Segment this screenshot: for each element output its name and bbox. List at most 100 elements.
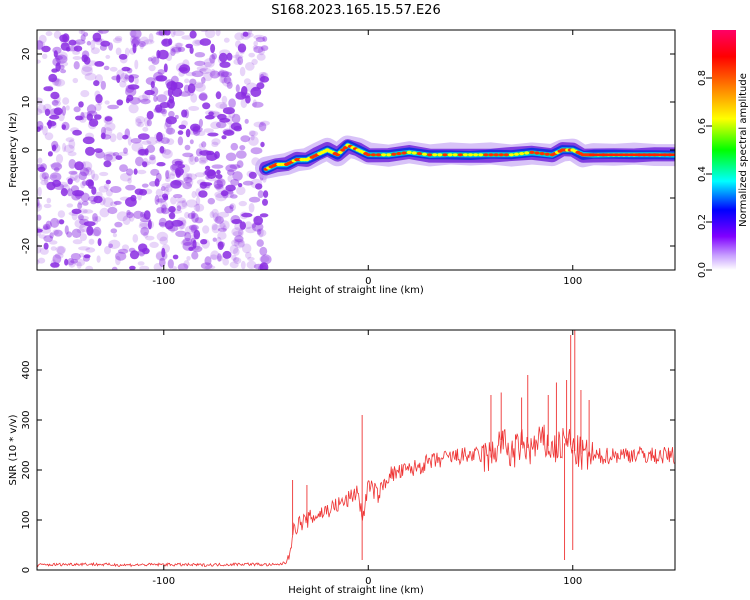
noise-speckle: [68, 39, 77, 46]
noise-speckle: [55, 62, 61, 72]
noise-speckle: [52, 57, 61, 67]
noise-speckle: [231, 254, 237, 261]
ridge-hotspot: [473, 153, 479, 157]
noise-speckle: [50, 259, 57, 269]
noise-speckle: [118, 53, 128, 60]
ridge-hotspot: [437, 153, 443, 157]
noise-speckle: [130, 35, 136, 41]
noise-speckle: [78, 246, 91, 251]
noise-speckle: [141, 183, 149, 188]
noise-speckle: [103, 160, 112, 168]
noise-speckle: [86, 110, 98, 117]
noise-speckle: [217, 255, 224, 262]
noise-speckle: [221, 95, 228, 104]
ridge-hotspot: [381, 153, 387, 157]
noise-speckle: [69, 171, 79, 182]
noise-speckle: [215, 174, 223, 179]
noise-speckle: [82, 209, 94, 214]
noise-speckle: [61, 105, 67, 116]
noise-speckle: [40, 179, 50, 186]
noise-speckle: [190, 93, 198, 103]
noise-speckle: [141, 247, 150, 255]
noise-speckle: [236, 160, 244, 169]
noise-speckle: [117, 248, 129, 254]
noise-speckle: [65, 105, 70, 111]
noise-speckle: [184, 78, 190, 84]
noise-speckle: [104, 100, 110, 105]
noise-speckle: [137, 192, 142, 201]
noise-speckle: [229, 244, 239, 254]
noise-speckle: [79, 223, 91, 233]
noise-speckle: [248, 136, 259, 146]
noise-speckle: [92, 37, 103, 43]
noise-speckle: [253, 263, 264, 270]
noise-speckle: [68, 159, 76, 169]
noise-speckle: [53, 94, 61, 104]
noise-speckle: [233, 257, 242, 264]
noise-speckle: [214, 216, 224, 224]
noise-speckle: [134, 76, 139, 85]
noise-speckle: [193, 81, 204, 89]
y-tick-label: -10: [21, 190, 32, 206]
noise-speckle: [50, 217, 60, 228]
noise-speckle: [229, 203, 236, 212]
noise-speckle: [193, 203, 205, 212]
noise-speckle: [121, 66, 131, 72]
noise-speckle: [188, 155, 197, 165]
noise-speckle: [216, 178, 226, 187]
noise-speckle: [237, 240, 245, 247]
ridge-hotspot: [483, 153, 489, 157]
noise-speckle: [248, 196, 261, 203]
noise-speckle: [171, 219, 184, 227]
noise-speckle: [202, 225, 210, 234]
noise-speckle: [88, 238, 95, 245]
noise-speckle: [189, 30, 197, 39]
noise-speckle: [227, 189, 234, 195]
noise-speckle: [122, 134, 129, 140]
noise-speckle: [215, 101, 228, 109]
noise-speckle: [166, 99, 175, 109]
noise-speckle: [192, 125, 199, 135]
noise-speckle: [202, 102, 211, 110]
noise-speckle: [140, 98, 151, 105]
noise-speckle: [61, 124, 66, 130]
noise-speckle: [37, 244, 42, 254]
noise-speckle: [232, 171, 243, 181]
noise-speckle: [242, 95, 248, 100]
noise-speckle: [42, 125, 48, 136]
noise-speckle: [96, 255, 101, 263]
noise-speckle: [124, 74, 129, 80]
noise-speckle: [83, 32, 89, 37]
noise-speckle: [189, 46, 194, 54]
noise-speckle: [199, 185, 210, 190]
noise-speckle: [198, 157, 209, 164]
noise-speckle: [225, 164, 237, 172]
noise-speckle: [199, 38, 211, 46]
snr-series-line: [37, 424, 675, 568]
noise-speckle: [57, 210, 66, 218]
ridge-hotspot: [370, 153, 376, 157]
noise-speckle: [114, 221, 123, 228]
noise-speckle: [259, 120, 270, 126]
noise-speckle: [105, 54, 111, 59]
noise-speckle: [37, 226, 42, 236]
noise-speckle: [219, 103, 228, 110]
noise-speckle: [195, 148, 203, 157]
noise-speckle: [127, 177, 132, 184]
noise-speckle: [200, 182, 213, 187]
noise-speckle: [158, 147, 167, 155]
noise-speckle: [100, 40, 111, 47]
noise-speckle: [37, 166, 46, 172]
noise-speckle: [105, 188, 113, 197]
noise-speckle: [38, 34, 47, 44]
noise-speckle: [49, 163, 62, 168]
noise-speckle: [43, 86, 54, 92]
colorbar-tick-label: 0.6: [697, 118, 708, 134]
noise-speckle: [221, 135, 227, 140]
noise-speckle: [46, 120, 57, 127]
noise-speckle: [215, 30, 221, 37]
noise-speckle: [134, 59, 139, 70]
noise-speckle: [139, 220, 150, 228]
noise-speckle: [252, 99, 257, 108]
noise-speckle: [71, 228, 82, 238]
